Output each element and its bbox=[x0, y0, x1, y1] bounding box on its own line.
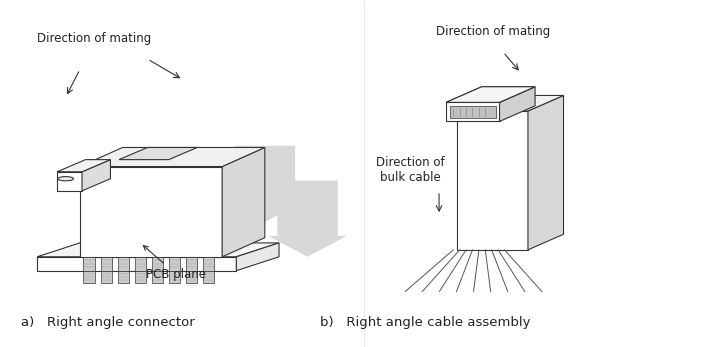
Polygon shape bbox=[57, 172, 82, 191]
Polygon shape bbox=[456, 111, 528, 250]
Polygon shape bbox=[117, 271, 129, 283]
Polygon shape bbox=[135, 257, 146, 271]
Polygon shape bbox=[101, 257, 112, 271]
Polygon shape bbox=[152, 271, 163, 283]
Polygon shape bbox=[84, 271, 95, 283]
Text: a)   Right angle connector: a) Right angle connector bbox=[22, 316, 195, 329]
Text: Direction of mating: Direction of mating bbox=[37, 32, 151, 45]
Text: Direction of mating: Direction of mating bbox=[436, 25, 550, 38]
Polygon shape bbox=[57, 160, 110, 172]
Polygon shape bbox=[500, 87, 535, 121]
Polygon shape bbox=[37, 257, 236, 271]
Text: Direction of
bulk cable: Direction of bulk cable bbox=[377, 156, 445, 184]
Polygon shape bbox=[117, 257, 129, 271]
Polygon shape bbox=[168, 271, 180, 283]
FancyArrow shape bbox=[269, 180, 346, 257]
Polygon shape bbox=[186, 271, 197, 283]
FancyArrow shape bbox=[225, 146, 304, 222]
Polygon shape bbox=[446, 87, 535, 102]
Polygon shape bbox=[446, 102, 500, 121]
Text: PCB plane: PCB plane bbox=[143, 246, 206, 281]
Text: b)   Right angle cable assembly: b) Right angle cable assembly bbox=[320, 316, 530, 329]
Polygon shape bbox=[80, 167, 222, 257]
Polygon shape bbox=[528, 95, 564, 250]
Polygon shape bbox=[236, 243, 279, 271]
Polygon shape bbox=[203, 271, 215, 283]
Polygon shape bbox=[203, 257, 215, 271]
Polygon shape bbox=[450, 106, 496, 118]
Polygon shape bbox=[80, 147, 265, 167]
Polygon shape bbox=[152, 257, 163, 271]
Polygon shape bbox=[446, 87, 535, 102]
Polygon shape bbox=[82, 160, 110, 191]
Polygon shape bbox=[101, 271, 112, 283]
Polygon shape bbox=[135, 271, 146, 283]
Ellipse shape bbox=[58, 177, 73, 181]
Polygon shape bbox=[222, 147, 265, 257]
Polygon shape bbox=[456, 95, 564, 111]
Polygon shape bbox=[84, 257, 95, 271]
Polygon shape bbox=[37, 243, 279, 257]
Polygon shape bbox=[168, 257, 180, 271]
Polygon shape bbox=[119, 147, 197, 160]
Polygon shape bbox=[186, 257, 197, 271]
